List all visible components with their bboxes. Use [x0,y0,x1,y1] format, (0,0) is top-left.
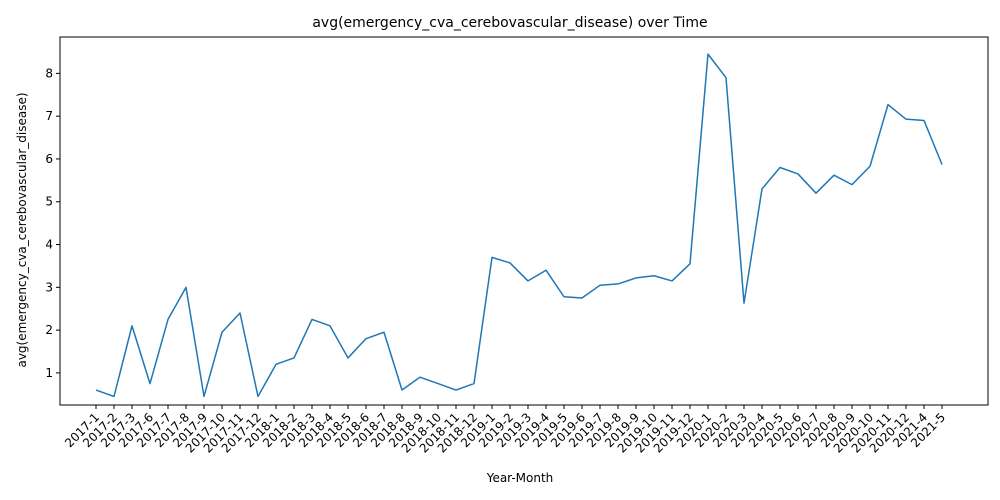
chart-title: avg(emergency_cva_cerebovascular_disease… [312,15,707,31]
y-tick-label: 4 [45,238,53,252]
y-tick-label: 1 [45,366,53,380]
y-tick-label: 8 [45,66,53,80]
y-tick-label: 2 [45,323,53,337]
y-axis-label: avg(emergency_cva_cerebovascular_disease… [15,92,29,367]
y-tick-label: 5 [45,195,53,209]
y-tick-label: 7 [45,109,53,123]
y-tick-label: 6 [45,152,53,166]
x-axis-label: Year-Month [486,471,554,485]
plot-frame [59,36,989,406]
plot-area: 123456782017-12017-22017-32017-62017-720… [45,36,989,456]
series-line [95,53,943,398]
y-tick-label: 3 [45,280,53,294]
